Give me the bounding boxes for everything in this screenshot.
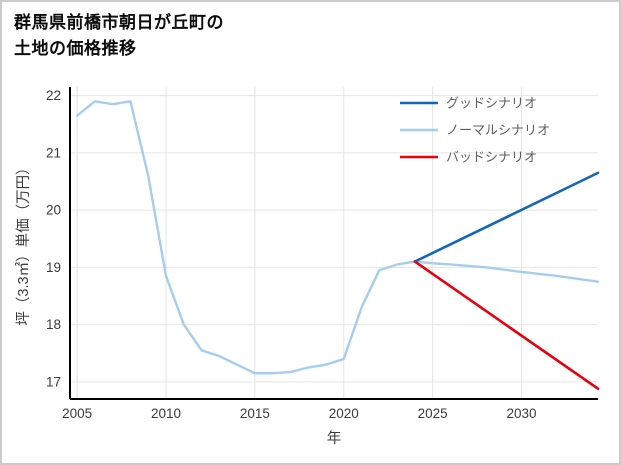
y-tick-label: 17 [46, 374, 61, 389]
x-tick-label: 2030 [507, 406, 537, 421]
gridlines [70, 87, 598, 399]
series-line [75, 100, 600, 375]
legend-label: バッドシナリオ [446, 150, 537, 165]
legend-label: ノーマルシナリオ [446, 123, 550, 138]
tick-labels: 2005 2010 2015 2020 2025 2030 17 18 19 20 21 22 [46, 88, 537, 421]
y-axis-label: 坪（3.3㎡）単価（万円） [15, 160, 32, 325]
series-line [413, 171, 600, 263]
x-tick-label: 2020 [329, 406, 359, 421]
y-tick-label: 22 [46, 88, 61, 103]
y-tick-label: 18 [46, 317, 61, 332]
x-axis-label: 年 [327, 430, 342, 447]
x-tick-label: 2015 [240, 406, 270, 421]
x-tick-label: 2025 [418, 406, 448, 421]
axes [69, 87, 598, 400]
y-tick-label: 20 [46, 203, 61, 218]
chart-title-line2: 土地の価格推移 [14, 38, 137, 58]
series-line [413, 260, 600, 390]
series-lines [75, 100, 600, 390]
x-tick-label: 2010 [151, 406, 181, 421]
y-tick-label: 19 [46, 260, 61, 275]
legend-label: グッドシナリオ [446, 96, 537, 111]
x-tick-label: 2005 [62, 406, 92, 421]
chart-title: 群馬県前橋市朝日が丘町の 土地の価格推移 [14, 10, 224, 61]
y-tick-label: 21 [46, 145, 61, 160]
chart-title-line1: 群馬県前橋市朝日が丘町の [14, 13, 224, 32]
